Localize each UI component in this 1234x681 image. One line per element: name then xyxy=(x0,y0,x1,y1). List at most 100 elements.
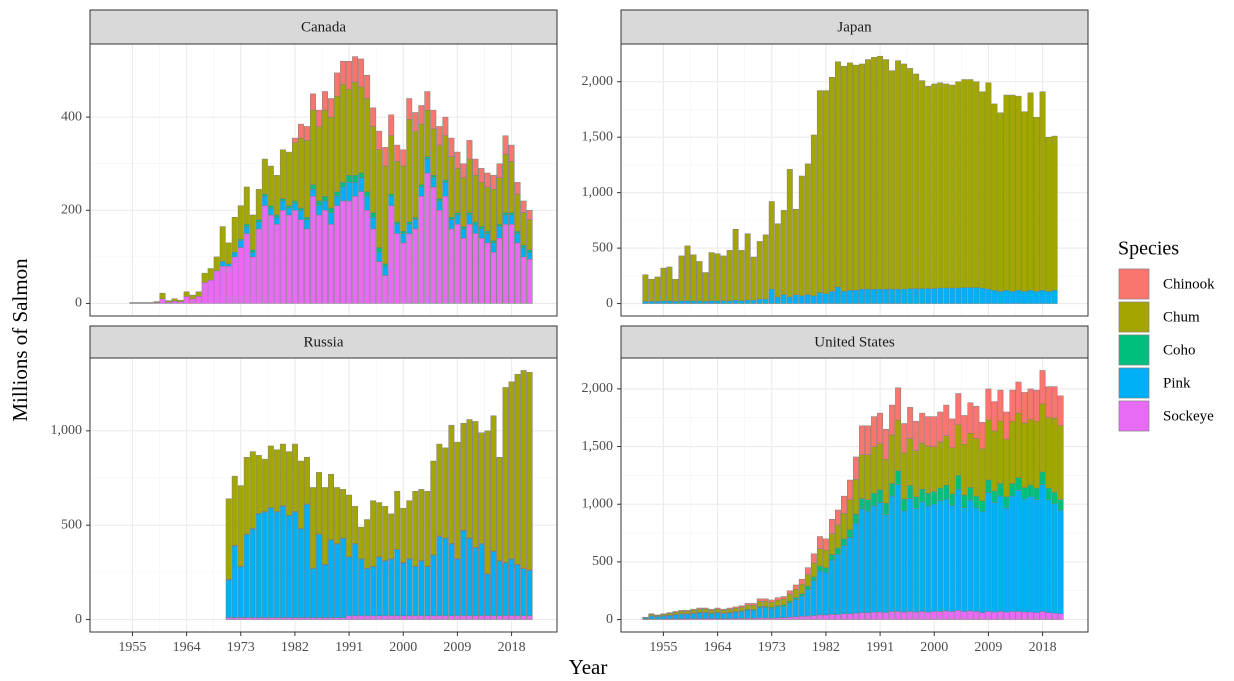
bar-segment xyxy=(786,296,793,304)
bar-segment xyxy=(322,200,328,211)
legend-label: Coho xyxy=(1163,342,1196,358)
bar-segment xyxy=(297,219,304,304)
bar-segment xyxy=(243,457,250,535)
bar-segment xyxy=(448,228,455,304)
bar-segment xyxy=(1021,498,1028,613)
bar-segment xyxy=(907,288,914,304)
bar-segment xyxy=(316,534,322,618)
bar-segment xyxy=(219,261,226,267)
bar-segment xyxy=(478,543,485,617)
bar-segment xyxy=(195,291,202,297)
bar-segment xyxy=(985,419,992,481)
bar-segment xyxy=(913,508,920,613)
bar-segment xyxy=(285,207,292,216)
bar-segment xyxy=(859,288,865,304)
bar-segment xyxy=(1057,395,1064,427)
bar-segment xyxy=(448,543,455,617)
bar-segment xyxy=(822,614,829,620)
bar-segment xyxy=(913,420,920,451)
bar-segment xyxy=(931,503,938,612)
bar-segment xyxy=(1033,420,1040,489)
bar-segment xyxy=(1003,508,1010,613)
bar-segment xyxy=(865,499,871,512)
bar-segment xyxy=(654,616,661,620)
x-tick-label: 2009 xyxy=(443,640,471,655)
bar-segment xyxy=(1021,611,1028,620)
legend-key xyxy=(1118,301,1150,333)
bar-segment xyxy=(291,511,298,618)
bar-segment xyxy=(871,446,878,494)
bar-segment xyxy=(508,144,515,162)
bar-segment xyxy=(1045,487,1052,500)
bar-segment xyxy=(678,255,685,302)
bar-segment xyxy=(249,617,256,620)
bar-segment xyxy=(841,65,847,292)
bar-segment xyxy=(756,607,763,619)
bar-segment xyxy=(955,287,962,304)
bar-segment xyxy=(853,290,859,304)
bar-segment xyxy=(394,223,401,234)
bar-segment xyxy=(382,265,389,276)
bar-segment xyxy=(853,456,859,480)
bar-segment xyxy=(865,288,871,304)
bar-segment xyxy=(237,566,244,618)
bar-segment xyxy=(261,511,268,618)
bar-segment xyxy=(472,221,479,225)
bar-segment xyxy=(514,193,521,232)
bar-segment xyxy=(303,217,310,220)
bar-segment xyxy=(991,290,998,304)
bar-segment xyxy=(346,494,353,557)
y-tick-label: 0 xyxy=(75,296,82,311)
x-tick-label: 1982 xyxy=(281,640,309,655)
y-tick-label: 0 xyxy=(606,296,613,311)
bar-segment xyxy=(1051,612,1058,620)
bar-segment xyxy=(297,137,304,209)
bar-segment xyxy=(310,93,316,111)
bar-segment xyxy=(279,506,286,618)
bar-segment xyxy=(478,615,485,620)
bar-segment xyxy=(328,473,334,540)
bar-segment xyxy=(822,538,829,551)
bar-segment xyxy=(1033,612,1040,620)
bar-segment xyxy=(1027,92,1034,291)
bar-segment xyxy=(310,568,316,618)
bar-segment xyxy=(648,615,655,620)
bar-segment xyxy=(1045,291,1052,304)
bar-segment xyxy=(412,228,419,304)
bar-segment xyxy=(1009,495,1016,612)
bar-segment xyxy=(907,438,914,487)
bar-segment xyxy=(183,291,190,297)
bar-segment xyxy=(388,615,395,620)
bar-segment xyxy=(847,537,853,615)
bar-segment xyxy=(340,489,347,539)
bar-segment xyxy=(370,212,377,218)
x-tick-label: 1955 xyxy=(649,640,677,655)
bar-segment xyxy=(913,73,920,289)
bar-segment xyxy=(828,614,835,620)
bar-segment xyxy=(484,186,491,232)
bar-segment xyxy=(967,433,974,488)
bar-segment xyxy=(526,372,533,571)
bar-segment xyxy=(907,68,914,289)
bar-segment xyxy=(961,287,968,304)
bar-segment xyxy=(388,513,395,559)
bar-segment xyxy=(762,234,769,300)
bar-segment xyxy=(279,198,286,202)
bar-segment xyxy=(352,182,359,197)
bar-segment xyxy=(889,495,896,612)
bar-segment xyxy=(430,109,437,130)
x-tick-label: 1964 xyxy=(704,640,732,655)
bar-segment xyxy=(279,617,286,620)
bar-segment xyxy=(291,203,298,211)
bar-segment xyxy=(714,300,721,304)
bar-segment xyxy=(442,615,449,620)
bar-segment xyxy=(334,543,340,618)
bar-segment xyxy=(352,56,359,83)
bar-segment xyxy=(460,615,467,620)
bar-segment xyxy=(490,551,497,617)
bar-segment xyxy=(297,460,304,529)
bar-segment xyxy=(961,415,968,445)
bar-segment xyxy=(859,63,865,290)
x-tick-label: 1955 xyxy=(118,640,146,655)
bar-segment xyxy=(508,381,515,559)
